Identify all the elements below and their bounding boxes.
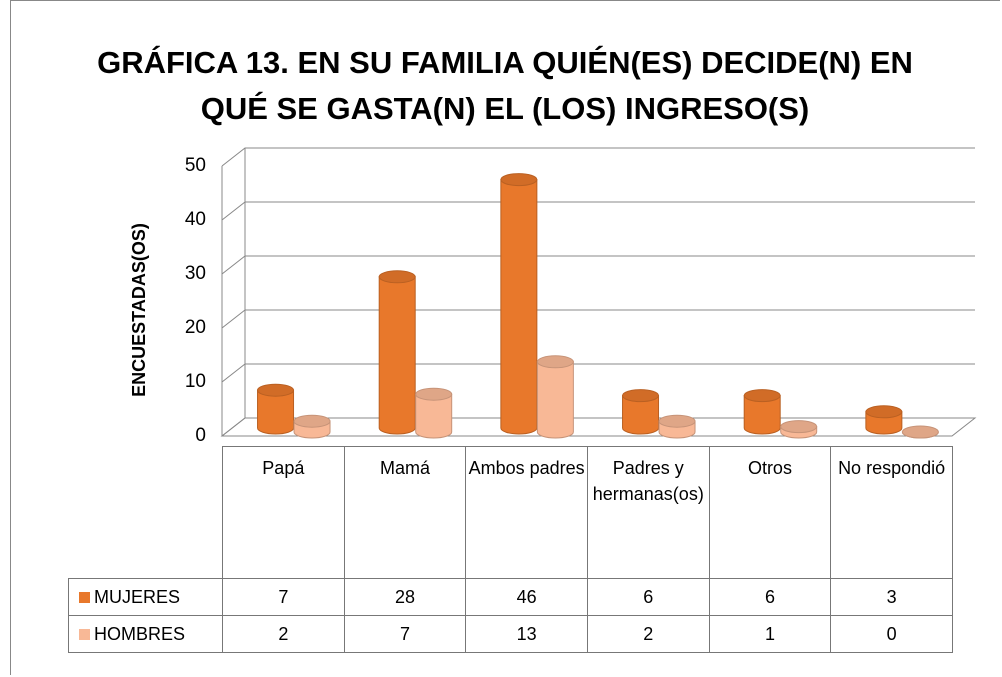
value-cell: 7 (343, 615, 467, 653)
cylinder-top (257, 383, 295, 397)
cylinder-top (658, 414, 696, 428)
cylinder-top (622, 389, 660, 403)
legend-label: MUJERES (94, 586, 181, 607)
cylinder-top (293, 414, 331, 428)
cylinder (415, 393, 453, 439)
cylinder-top (415, 387, 453, 401)
grid-line (221, 255, 975, 275)
cylinder-top (865, 405, 903, 419)
cylinder (378, 276, 416, 435)
category-cell: Padres y hermanas(os) (586, 446, 710, 579)
category-cell: Papá (222, 446, 345, 579)
legend-cell: MUJERES (68, 578, 223, 616)
y-tick-label: 50 (185, 155, 206, 176)
cylinder-top (780, 420, 818, 434)
cylinder (257, 389, 295, 435)
category-cell: No respondió (830, 446, 953, 579)
value-cell: 28 (343, 578, 467, 616)
grid-line (221, 363, 975, 383)
legend-label: HOMBRES (94, 623, 186, 644)
cylinder-top (901, 425, 939, 439)
value-cell: 6 (586, 578, 710, 616)
legend-cell: HOMBRES (68, 615, 223, 653)
series-row: MUJERES 7 28 46 6 6 3 (68, 578, 953, 616)
chart-title: GRÁFICA 13. EN SU FAMILIA QUIÉN(ES) DECI… (97, 45, 913, 126)
grid-line (221, 201, 975, 221)
cylinder-top (536, 355, 574, 369)
value-cell: 1 (708, 615, 832, 653)
cylinder-top (500, 173, 538, 187)
y-tick-label: 30 (185, 263, 206, 284)
category-cell: Otros (708, 446, 832, 579)
y-tick-label: 0 (195, 425, 206, 446)
grid-line (221, 147, 975, 167)
cylinder (743, 395, 781, 435)
blank-cell (68, 446, 223, 579)
y-tick-label: 20 (185, 317, 206, 338)
cylinder-top (378, 270, 416, 284)
grid-line (221, 309, 975, 329)
category-row: Papá Mamá Ambos padres Padres y hermanas(os… (68, 446, 953, 579)
y-axis-title: ENCUESTADAS(OS) (129, 223, 149, 397)
grid-line (221, 417, 975, 437)
cylinder (536, 361, 574, 439)
value-cell: 2 (222, 615, 345, 653)
y-tick-label: 10 (185, 371, 206, 392)
chart-frame (10, 0, 1000, 675)
legend-swatch (79, 628, 90, 640)
series-row: HOMBRES 2 7 13 2 1 0 (68, 615, 953, 653)
cylinder (622, 395, 660, 435)
value-cell: 46 (465, 578, 588, 616)
legend-swatch (79, 591, 90, 603)
value-cell: 0 (830, 615, 953, 653)
value-cell: 3 (830, 578, 953, 616)
category-cell: Ambos padres (465, 446, 588, 579)
value-cell: 2 (586, 615, 710, 653)
value-cell: 7 (222, 578, 345, 616)
value-cell: 6 (708, 578, 832, 616)
cylinder-top (743, 389, 781, 403)
value-cell: 13 (465, 615, 588, 653)
floor (220, 417, 977, 437)
category-cell: Mamá (343, 446, 467, 579)
y-tick-label: 40 (185, 209, 206, 230)
cylinder (500, 179, 538, 435)
data-table: Papá Mamá Ambos padres Padres y hermanas(os… (68, 446, 953, 653)
